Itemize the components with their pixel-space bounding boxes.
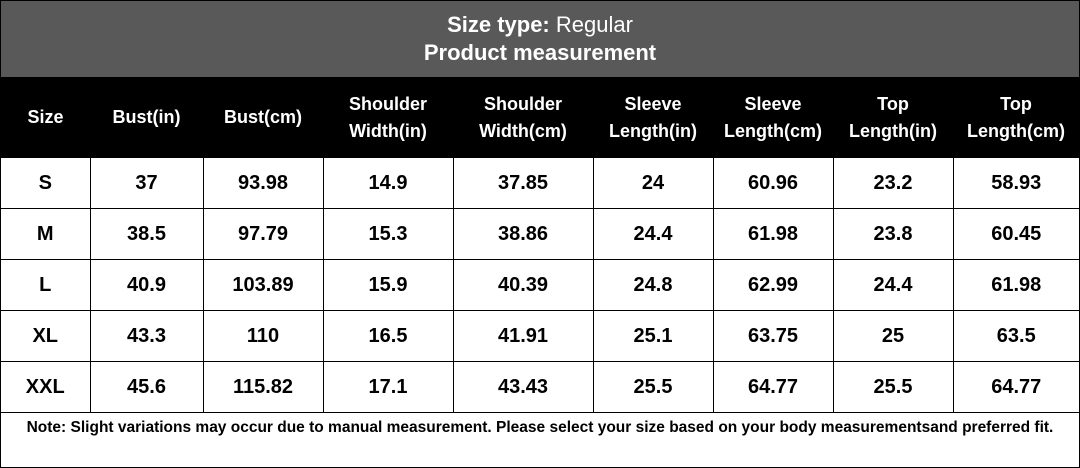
table-cell: 41.91: [452, 310, 594, 362]
column-header: Shoulder Width(in): [323, 78, 453, 158]
table-row: M 38.5 97.79 15.3 38.86 24.4 61.98 23.8 60.45: [1, 208, 1079, 260]
subtitle: Product measurement: [423, 40, 657, 65]
table-cell: 25.5: [592, 361, 714, 413]
table-cell: 62.99: [712, 259, 834, 311]
column-header: Size: [1, 78, 90, 158]
table-cell: M: [1, 208, 91, 260]
table-cell: 58.93: [952, 157, 1079, 209]
table-cell: 38.86: [452, 208, 594, 260]
note: Note: Slight variations may occur due to…: [26, 419, 1054, 436]
table-row: XL 43.3 110 16.5 41.91 25.1 63.75 25 63.5: [1, 310, 1079, 362]
table-cell: 64.77: [952, 361, 1079, 413]
table-cell: 60.45: [952, 208, 1079, 260]
table-cell: 103.89: [202, 259, 324, 311]
table-cell: 14.9: [322, 157, 454, 209]
table-cell: 15.3: [322, 208, 454, 260]
table-cell: 16.5: [322, 310, 454, 362]
table-cell: 37.85: [452, 157, 594, 209]
table-cell: 60.96: [712, 157, 834, 209]
table-cell: 23.8: [832, 208, 954, 260]
table-cell: 93.98: [202, 157, 324, 209]
table-cell: L: [1, 259, 91, 311]
table-row: L 40.9 103.89 15.9 40.39 24.8 62.99 24.4 61.98: [1, 259, 1079, 311]
table-cell: 25.1: [592, 310, 714, 362]
table-cell: 45.6: [89, 361, 204, 413]
table-cell: 115.82: [202, 361, 324, 413]
table-cell: 15.9: [322, 259, 454, 311]
table-cell: 38.5: [89, 208, 204, 260]
table-body: S 37 93.98 14.9 37.85 24 60.96 23.2 58.93 M 38.5 97…: [1, 157, 1079, 413]
table-cell: 25: [832, 310, 954, 362]
column-header: Sleeve Length(in): [593, 78, 713, 158]
table-cell: 17.1: [322, 361, 454, 413]
column-header: Top Length(in): [833, 78, 953, 158]
table-cell: 61.98: [712, 208, 834, 260]
table-cell: 43.3: [89, 310, 204, 362]
table-cell: 24.4: [832, 259, 954, 311]
table-cell: 64.77: [712, 361, 834, 413]
table-cell: 63.75: [712, 310, 834, 362]
size-type-label: Size type:: [447, 12, 550, 37]
table-cell: 43.43: [452, 361, 594, 413]
table-cell: 40.9: [89, 259, 204, 311]
table-cell: 25.5: [832, 361, 954, 413]
table-row: XXL 45.6 115.82 17.1 43.43 25.5 64.77 25.5 64.77: [1, 361, 1079, 413]
column-header: Bust(cm): [203, 78, 323, 158]
table-cell: S: [1, 157, 91, 209]
table-cell: 24.4: [592, 208, 714, 260]
table-cell: 61.98: [952, 259, 1079, 311]
column-header: Bust(in): [90, 78, 203, 158]
chart-header: Size type: Regular Product measurement: [1, 1, 1079, 78]
table-cell: 23.2: [832, 157, 954, 209]
table-cell: 97.79: [202, 208, 324, 260]
table-cell: XL: [1, 310, 91, 362]
column-header: Top Length(cm): [953, 78, 1079, 158]
size-type: Size type: Regular: [1, 11, 1079, 39]
column-header: Sleeve Length(cm): [713, 78, 833, 158]
table-cell: XXL: [1, 361, 91, 413]
table-cell: 37: [89, 157, 204, 209]
table-cell: 63.5: [952, 310, 1079, 362]
size-type-value: Regular: [555, 12, 633, 37]
header-row: Size Bust(in) Bust(cm) Shoulder Width(in) Sh…: [1, 78, 1079, 158]
table-row: S 37 93.98 14.9 37.85 24 60.96 23.2 58.93: [1, 157, 1079, 209]
table-cell: 40.39: [452, 259, 594, 311]
column-header: Shoulder Width(cm): [453, 78, 593, 158]
table-cell: 24.8: [592, 259, 714, 311]
table-cell: 110: [202, 310, 324, 362]
size-table: Size Bust(in) Bust(cm) Shoulder Width(in) Sh…: [1, 78, 1079, 413]
table-cell: 24: [592, 157, 714, 209]
